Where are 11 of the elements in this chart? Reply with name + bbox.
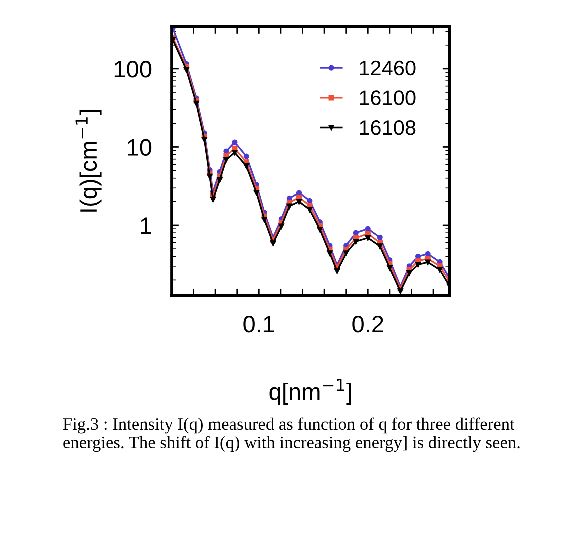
caption: Fig.3 : Intensity I(q) measured as function of q for three different energies. The shift of I(q) with increasing energy] is directly seen.	[63, 418, 520, 452]
legend-label: 12460	[360, 60, 416, 76]
y-tick-label: 100	[114, 61, 152, 78]
legend-label: 16100	[360, 90, 416, 106]
legend-label: 16108	[360, 120, 416, 136]
x-tick-label: 0.1	[244, 316, 274, 333]
x-axis-title: q[nm$^{−1}$]	[270, 379, 352, 406]
y-tick-label: 10	[128, 139, 152, 156]
x-tick-label: 0.2	[352, 316, 384, 333]
y-tick-label: 1	[141, 218, 152, 234]
y-axis-title: I(q)[cm$^{−1}$]	[76, 110, 102, 212]
